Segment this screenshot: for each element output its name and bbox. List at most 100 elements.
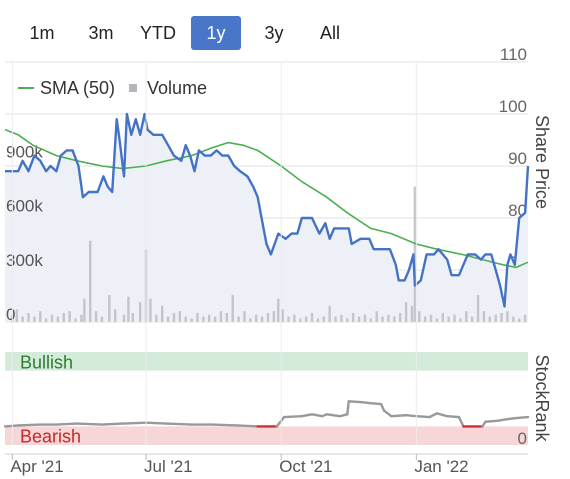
volume-bar <box>94 311 98 322</box>
stockrank-line-segment <box>507 416 518 421</box>
volume-bar <box>299 318 302 322</box>
stockrank-line-segment <box>55 422 79 426</box>
band-label-bearish: Bearish <box>20 427 81 447</box>
volume-bar <box>149 298 152 322</box>
volume-legend-label[interactable]: Volume <box>147 77 208 98</box>
x-tick-label: Jul '21 <box>144 457 193 476</box>
volume-bar <box>178 311 182 322</box>
stockrank-line-segment <box>404 414 418 418</box>
volume-bar <box>369 318 373 322</box>
volume-bar <box>108 294 111 322</box>
stockrank-line-segment <box>282 414 303 419</box>
volume-bar <box>243 311 246 322</box>
volume-bar <box>470 316 474 322</box>
stockrank-line-segment <box>428 412 439 419</box>
volume-bar <box>39 311 42 322</box>
stockrank-line-segment <box>382 409 393 418</box>
volume-bar <box>131 312 135 322</box>
volume-bar <box>459 318 462 322</box>
volume-bar <box>322 316 325 322</box>
range-tab-3y[interactable]: 3y <box>264 23 284 43</box>
volume-bar <box>127 296 130 322</box>
volume-legend-swatch <box>129 84 138 92</box>
stockrank-line-segment <box>347 400 364 404</box>
volume-bar <box>202 316 205 322</box>
band-bearish <box>5 426 528 445</box>
volume-bar <box>447 316 450 322</box>
price-line <box>5 112 530 308</box>
range-tab-1m[interactable]: 1m <box>29 23 55 43</box>
range-tab-1y[interactable]: 1y <box>191 16 241 50</box>
sma-legend-swatch <box>18 87 34 89</box>
volume-tick-label: 300k <box>6 251 43 270</box>
stockrank-line-segment <box>210 423 239 427</box>
volume-bar <box>44 318 48 322</box>
volume-bar <box>15 309 18 322</box>
volume-bar <box>346 318 349 322</box>
volume-bar <box>304 316 308 322</box>
volume-bar <box>340 314 343 322</box>
volume-bar <box>404 302 408 322</box>
volume-bar <box>83 298 86 322</box>
volume-bar <box>33 316 36 322</box>
sma-legend-label[interactable]: SMA (50) <box>40 77 116 98</box>
volume-bar <box>506 311 509 322</box>
stockrank-line-segment <box>300 413 314 418</box>
stockrank-line-segment <box>435 412 449 418</box>
volume-bar <box>363 314 367 322</box>
volume-tick-label: 600k <box>6 197 43 216</box>
volume-bar <box>523 314 527 322</box>
price-axis-title: Share Price <box>532 115 552 209</box>
volume-bar <box>27 312 30 322</box>
volume-bar <box>62 312 65 322</box>
volume-bar <box>68 311 71 322</box>
volume-bar <box>89 240 92 322</box>
volume-bar <box>375 311 378 322</box>
stockrank-line-segment <box>445 414 461 419</box>
volume-bar <box>351 312 355 322</box>
stockrank-line-segment <box>338 413 349 418</box>
volume-bar <box>122 314 126 322</box>
stockrank-line-segment <box>484 419 499 423</box>
x-tick-label: Oct '21 <box>279 457 332 476</box>
volume-bar <box>80 314 83 322</box>
stockrank-line-segment <box>495 417 511 423</box>
volume-bar <box>50 314 54 322</box>
volume-bar <box>196 312 199 322</box>
volume-bar <box>393 316 396 322</box>
stockrank-line-segment <box>3 424 20 428</box>
stockrank-line-segment <box>457 415 465 428</box>
volume-bar <box>410 305 414 322</box>
volume-bar <box>166 316 170 322</box>
volume-bar <box>418 311 421 322</box>
volume-bar <box>260 316 264 322</box>
volume-bar <box>435 318 439 322</box>
stockrank-line-segment <box>360 401 373 405</box>
volume-bar <box>208 314 211 322</box>
volume-bar <box>277 298 280 322</box>
x-tick-label: Apr '21 <box>10 457 63 476</box>
volume-bar <box>293 314 296 322</box>
volume-bar <box>334 316 337 322</box>
volume-bar <box>357 316 361 322</box>
stockrank-line-segment <box>390 414 408 418</box>
price-tick-label: 110 <box>500 45 527 64</box>
band-label-bullish: Bullish <box>20 352 73 372</box>
stockrank-line-segment <box>165 422 193 426</box>
volume-bar <box>237 316 240 322</box>
range-tab-3m[interactable]: 3m <box>88 23 114 43</box>
volume-bar <box>310 312 314 322</box>
volume-bar <box>453 314 456 322</box>
volume-bar <box>287 316 290 322</box>
stockrank-line-segment <box>144 421 168 425</box>
volume-bar <box>398 312 402 322</box>
stockrank-line-segment <box>346 400 350 416</box>
volume-bar <box>413 186 417 322</box>
range-tab-ytd[interactable]: YTD <box>140 23 176 43</box>
volume-bar <box>184 316 187 322</box>
range-tab-all[interactable]: All <box>319 23 340 43</box>
volume-bar <box>155 314 158 322</box>
legend: SMA (50) Volume <box>18 77 207 99</box>
volume-bar <box>100 316 104 322</box>
